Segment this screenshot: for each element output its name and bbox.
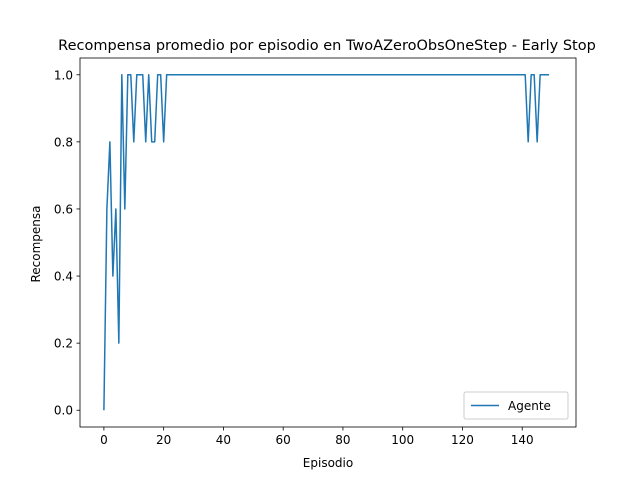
- series-line-0: [103, 74, 550, 411]
- x-tick-label: 80: [335, 433, 350, 447]
- plot-frame: [79, 57, 577, 428]
- legend-box: [463, 391, 569, 420]
- x-tick-label: 60: [276, 433, 291, 447]
- y-tick-label: 0.4: [54, 270, 73, 284]
- x-tick-label: 100: [391, 433, 414, 447]
- plot-area: [79, 57, 577, 428]
- legend-label: Agente: [508, 399, 551, 413]
- y-tick-label: 0.6: [54, 202, 73, 216]
- legend: Agente: [463, 391, 569, 420]
- x-tick-label: 20: [156, 433, 171, 447]
- y-tick-label: 1.0: [54, 68, 73, 82]
- y-tick-label: 0.2: [54, 337, 73, 351]
- y-axis: 0.0 0.2 0.4 0.6 0.8 1.0: [54, 68, 80, 418]
- y-axis-label: Recompensa: [29, 205, 43, 282]
- x-tick-label: 120: [451, 433, 474, 447]
- chart-title: Recompensa promedio por episodio en TwoA…: [58, 38, 596, 54]
- x-tick-label: 140: [511, 433, 534, 447]
- x-tick-label: 40: [216, 433, 231, 447]
- x-axis-label: Episodio: [303, 456, 353, 470]
- x-tick-label: 0: [100, 433, 108, 447]
- x-axis: 0 20 40 60 80 100 120 140: [100, 427, 534, 447]
- y-tick-label: 0.8: [54, 135, 73, 149]
- y-tick-label: 0.0: [54, 404, 73, 418]
